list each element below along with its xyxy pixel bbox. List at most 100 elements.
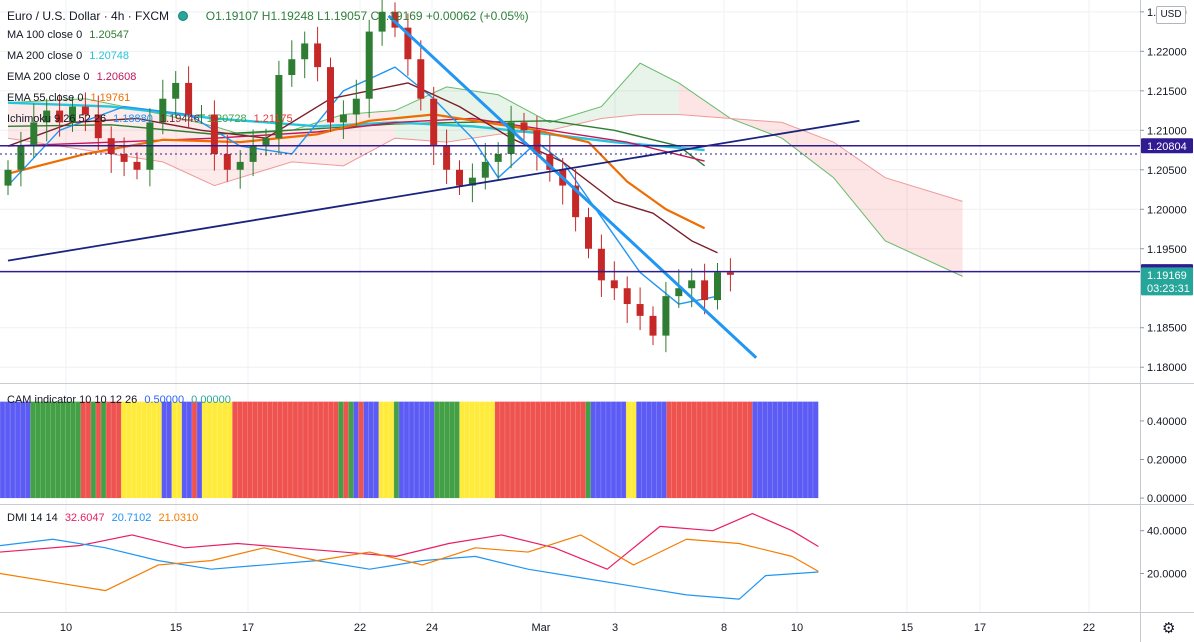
cam-bar [681, 401, 688, 499]
legend-cam[interactable]: CAM indicator 10 10 12 26 0.50000 0.0000… [7, 394, 231, 406]
cam-bar [616, 401, 622, 499]
cam-bar [151, 401, 157, 499]
cam-bars [0, 401, 819, 499]
cam-bar [424, 401, 430, 499]
cam-bar [85, 401, 92, 499]
candle [30, 103, 38, 158]
cam-bar [10, 401, 16, 499]
cam-bar [439, 401, 445, 499]
candle-body [533, 130, 541, 154]
candle-body [275, 75, 283, 139]
cloud-red-right [678, 82, 963, 277]
cam-bar [90, 401, 97, 499]
candle [417, 40, 425, 111]
time-tick-label: 24 [426, 622, 438, 634]
candle-body [391, 11, 399, 28]
candle-body [714, 272, 721, 301]
cam-bar [252, 401, 258, 499]
candle-body [43, 110, 51, 123]
candle-body [417, 59, 425, 99]
cam-bar [75, 401, 82, 499]
candle [339, 100, 347, 139]
cam-bar [812, 401, 819, 499]
candle-body [30, 122, 38, 147]
cam-bar [373, 401, 380, 499]
candle [597, 234, 605, 297]
candle [185, 66, 193, 129]
cam-bar [161, 401, 167, 499]
cam-bar [545, 401, 551, 499]
market-status-icon [178, 11, 189, 21]
cam-bar [212, 401, 218, 499]
time-tick-label: 17 [242, 622, 254, 634]
candle-body [352, 98, 360, 115]
cam-bar [807, 401, 814, 499]
cam-bar [146, 401, 152, 499]
candle [585, 207, 592, 259]
cam-bar [333, 401, 339, 499]
candle-body [69, 106, 76, 123]
legend-ema200[interactable]: EMA 200 close 0 1.20608 [7, 71, 137, 83]
candle [43, 98, 51, 142]
ohlc-readout: O1.19107 H1.19248 L1.19057 C1.19169 +0.0… [205, 9, 529, 23]
candle-body [81, 106, 89, 115]
time-tick-label: Mar [532, 622, 551, 634]
cam-bar [338, 401, 344, 499]
cam-bar [414, 401, 420, 499]
cam-bar [136, 401, 142, 499]
legend-ema55[interactable]: EMA 55 close 0 1.19761 [7, 92, 131, 104]
candle-body [481, 161, 489, 178]
cam-bar [277, 401, 284, 499]
candle [610, 261, 618, 301]
cam-tick-label: 0.40000 [1147, 416, 1187, 428]
cam-bar [30, 401, 36, 499]
cam-bar [555, 401, 561, 499]
candle-body [688, 280, 696, 289]
candle-body [223, 153, 231, 170]
candle [69, 97, 76, 132]
price-tick-label: 1.19500 [1147, 244, 1187, 256]
legend-ma100[interactable]: MA 100 close 0 1.20547 [7, 29, 130, 41]
candle-body [456, 169, 463, 186]
legend-dmi[interactable]: DMI 14 14 32.6047 20.7102 21.0310 [7, 512, 199, 524]
candle [688, 268, 696, 308]
candle [365, 19, 373, 118]
price-axis: 1.225001.220001.215001.210001.205001.200… [1140, 7, 1193, 580]
cam-bar [363, 401, 369, 499]
candle-body [339, 114, 347, 123]
cam-tick-label: 0.20000 [1147, 455, 1187, 467]
cam-bar [666, 401, 672, 499]
cam-bar [393, 401, 400, 499]
currency-button[interactable]: USD [1156, 6, 1186, 24]
candle [507, 105, 515, 169]
legend-ichimoku[interactable]: Ichimoku 9 26 52 26 1.18880 1.19446 1.20… [7, 113, 293, 125]
candle [314, 26, 322, 82]
cam-bar [106, 401, 112, 499]
cam-bar [181, 401, 188, 499]
legend-ma200[interactable]: MA 200 close 0 1.20748 [7, 50, 130, 62]
cam-bar [116, 401, 122, 499]
cam-bar [671, 401, 677, 499]
cam-bar [318, 401, 324, 499]
cam-bar [111, 401, 117, 499]
candle-body [662, 296, 670, 336]
cam-bar [398, 401, 405, 499]
cam-bar [80, 401, 87, 499]
cam-bar [474, 401, 480, 499]
cam-bar [237, 401, 243, 499]
time-tick-label: 22 [1083, 622, 1095, 634]
gear-icon[interactable]: ⚙ [1162, 620, 1176, 637]
candle-body [378, 11, 386, 32]
candle-body [365, 31, 373, 99]
candle [572, 168, 580, 232]
cam-bar [50, 401, 56, 499]
cam-bar [777, 401, 783, 499]
cam-bar [641, 401, 647, 499]
cam-bar [696, 401, 703, 499]
candle [223, 135, 231, 182]
cam-bar [171, 401, 178, 499]
cam-bar [60, 401, 66, 499]
cam-bar [585, 401, 592, 499]
cam-bar [792, 401, 799, 499]
